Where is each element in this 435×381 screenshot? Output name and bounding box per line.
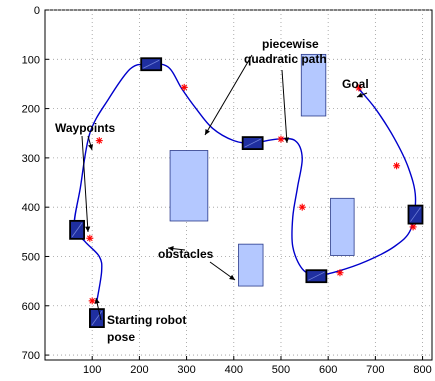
x-tick-label: 200 [130, 364, 148, 376]
waypoint-stroke [337, 269, 343, 276]
arrow-head [284, 137, 290, 143]
axis-ticks: 100 200 300 400 500 600 700 800 0 100 200 300 400 500… [22, 5, 432, 376]
annotation-goal: Goal [342, 77, 369, 91]
obstacles-layer [169, 53, 355, 287]
obstacle [300, 53, 327, 117]
waypoint-stroke [278, 136, 284, 143]
arrow-head [229, 274, 235, 280]
robot-pose-shading [71, 222, 83, 238]
annotation-obstacles: obstacles [158, 247, 214, 261]
waypoint-stroke [393, 162, 400, 169]
y-tick-label: 500 [22, 251, 40, 263]
waypoint-marker [298, 203, 306, 211]
annotation-start-line1: Starting robot [107, 313, 186, 327]
robot-pose-shading [410, 207, 421, 222]
x-tick-label: 300 [177, 364, 195, 376]
arrow-shaft [204, 54, 253, 136]
waypoint-marker [277, 135, 285, 143]
arrow-head [205, 129, 210, 135]
waypoint-marker [355, 84, 363, 92]
waypoint-stroke [299, 204, 306, 211]
robot-pose-shading [244, 138, 261, 148]
waypoint-stroke [89, 297, 96, 304]
arrow-head [88, 144, 94, 150]
annotation-waypoints: Waypoints [55, 121, 116, 135]
waypoint-marker [86, 234, 94, 242]
obstacle [330, 197, 355, 256]
waypoint-stroke [86, 235, 93, 242]
arrow-head [94, 298, 100, 304]
obstacle [238, 243, 264, 287]
x-tick-label: 700 [366, 364, 384, 376]
robot-poses-layer [69, 57, 424, 328]
waypoint-marker [88, 297, 96, 305]
waypoint-stroke [96, 137, 103, 144]
waypoint-marker [393, 162, 401, 170]
y-tick-label: 100 [22, 54, 40, 66]
arrow-shaft [281, 69, 288, 144]
annotation-path-line1: piecewise [262, 37, 319, 51]
waypoints-layer [86, 83, 417, 305]
arrow-head [168, 246, 174, 252]
y-tick-label: 600 [22, 301, 40, 313]
waypoint-stroke [410, 224, 416, 230]
robot-pose-shading [143, 59, 160, 69]
robot-pose-shading [308, 271, 325, 281]
waypoint-marker [336, 269, 344, 277]
waypoint-stroke [181, 84, 188, 91]
y-tick-label: 400 [22, 202, 40, 214]
plot-frame [44, 9, 433, 361]
x-tick-label: 500 [272, 364, 290, 376]
annotation-start-line2: pose [107, 330, 135, 344]
arrow-head [85, 226, 91, 232]
annotation-arrows [81, 54, 368, 321]
robot-pose-shading [91, 310, 103, 326]
obstacle [169, 150, 209, 222]
grid [45, 9, 432, 360]
waypoint-marker [95, 137, 103, 145]
annotation-path-line2: quadratic path [244, 52, 327, 66]
x-tick-label: 400 [225, 364, 243, 376]
waypoint-stroke [355, 85, 362, 91]
y-tick-label: 700 [22, 350, 40, 362]
arrow-shaft [81, 135, 89, 233]
x-tick-label: 800 [413, 364, 431, 376]
x-tick-label: 100 [83, 364, 101, 376]
waypoint-marker [409, 223, 417, 231]
piecewise-quadratic-path [73, 63, 417, 301]
x-tick-label: 600 [319, 364, 337, 376]
y-tick-label: 200 [22, 104, 40, 116]
waypoint-marker [180, 83, 188, 91]
arrow-head [357, 92, 363, 98]
y-tick-label: 0 [34, 5, 40, 17]
y-tick-label: 300 [22, 153, 40, 165]
